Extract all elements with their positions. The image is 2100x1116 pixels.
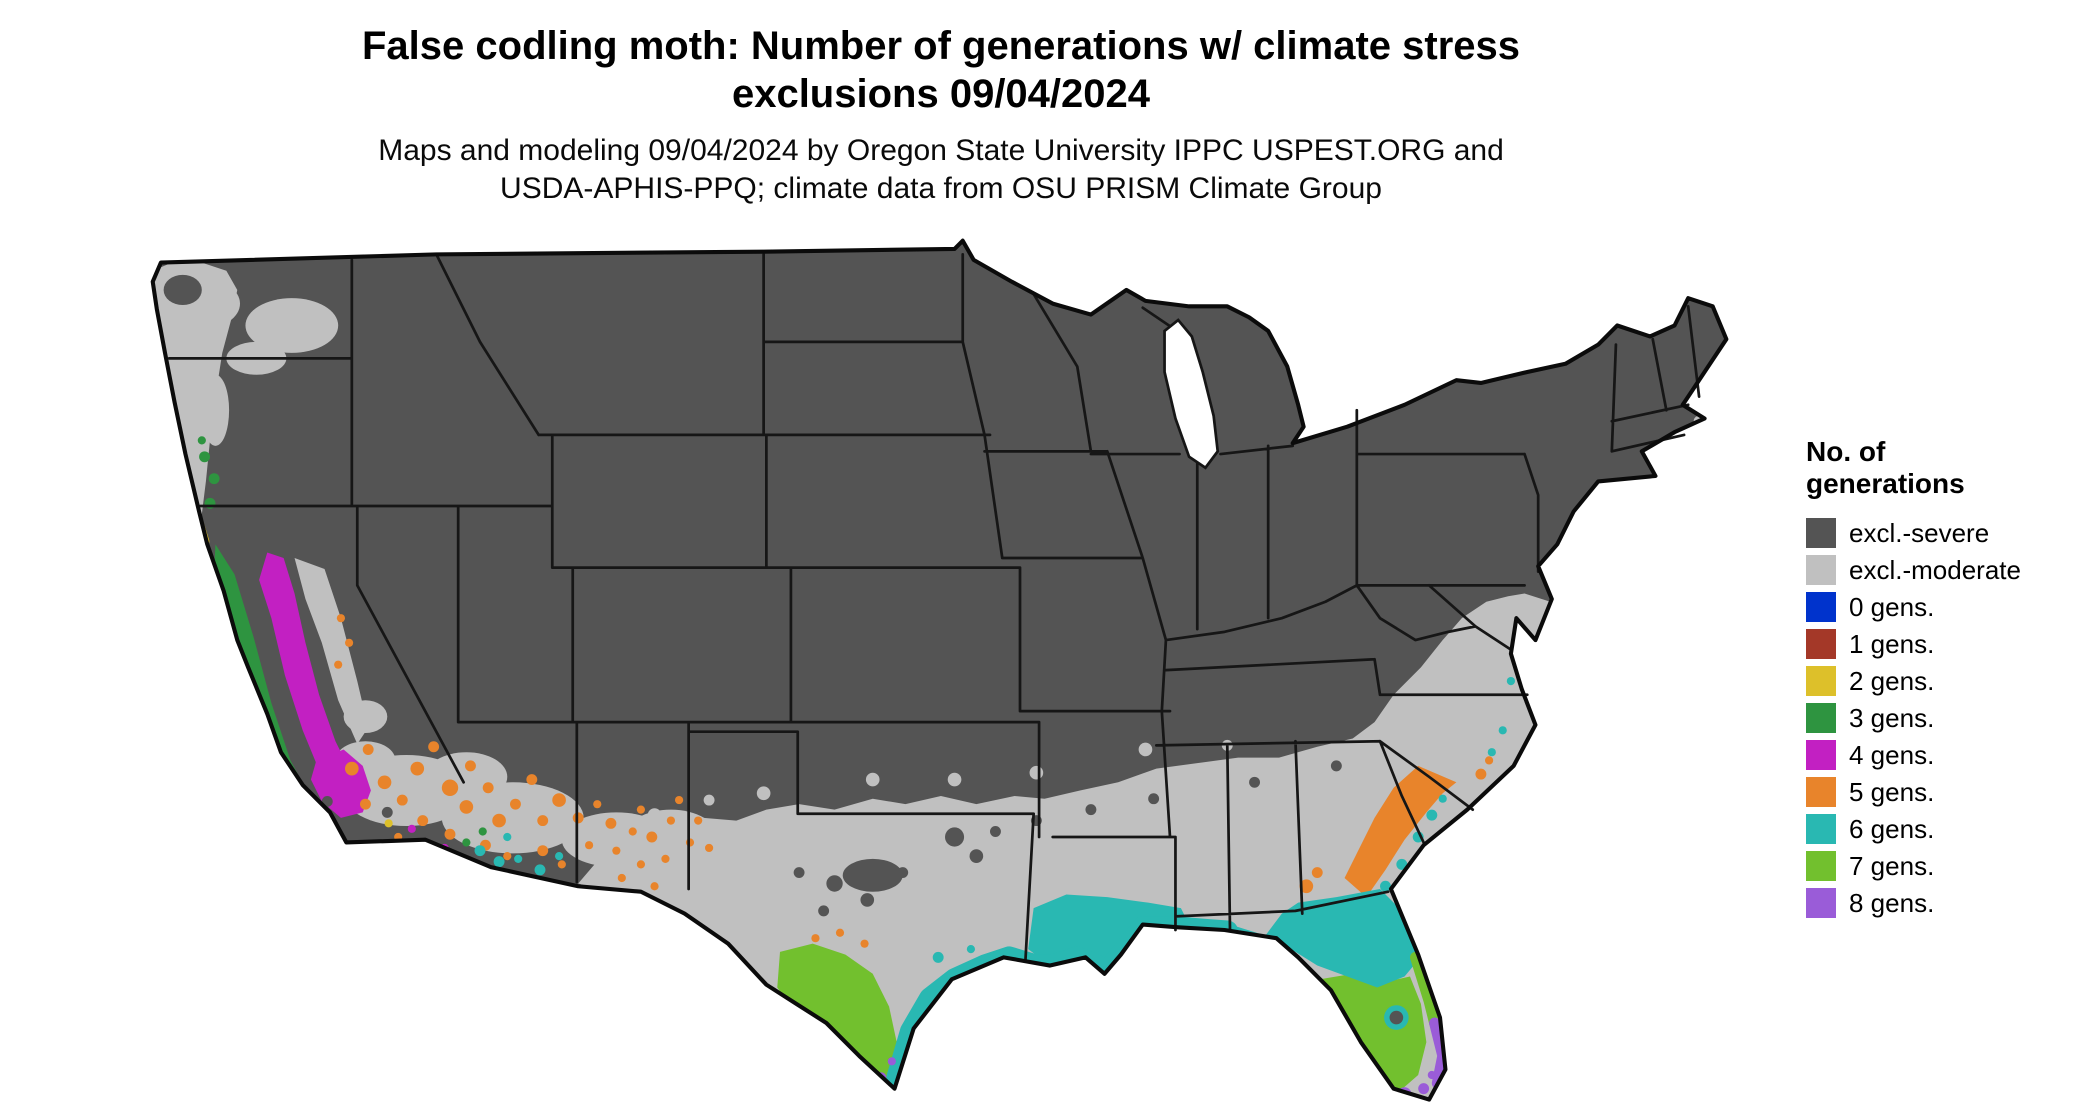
- legend-label: 7 gens.: [1849, 850, 1935, 881]
- map-layer-5gens: [334, 614, 1494, 948]
- state-borders: [167, 253, 1701, 962]
- map-strip-fl-east-7gens: [1409, 951, 1440, 1029]
- legend-title-line1: No. of: [1806, 436, 1886, 467]
- page-subtitle-line2: USDA-APHIS-PPQ; climate data from OSU PR…: [500, 172, 1382, 205]
- legend-item-8: 6 gens.: [1806, 810, 2098, 847]
- legend-label: 4 gens.: [1849, 739, 1935, 770]
- legend-swatch: [1806, 665, 1836, 696]
- legend-item-0: excl.-severe: [1806, 514, 2098, 551]
- legend-item-1: excl.-moderate: [1806, 551, 2098, 588]
- page-subtitle-line1: Maps and modeling 09/04/2024 by Oregon S…: [378, 134, 1504, 167]
- legend-label: excl.-moderate: [1849, 554, 2021, 585]
- legend-swatch: [1806, 776, 1836, 807]
- legend-title: No. of generations: [1806, 436, 2098, 500]
- legend-swatch: [1806, 554, 1836, 585]
- legend-item-10: 8 gens.: [1806, 884, 2098, 921]
- legend-swatch: [1806, 702, 1836, 733]
- legend-item-5: 3 gens.: [1806, 699, 2098, 736]
- legend-item-2: 0 gens.: [1806, 588, 2098, 625]
- map-layer-1gens: [160, 395, 173, 422]
- legend-label: 0 gens.: [1849, 591, 1935, 622]
- legend-item-3: 1 gens.: [1806, 625, 2098, 662]
- us-outline: [150, 238, 1729, 1102]
- legend-label: 3 gens.: [1849, 702, 1935, 733]
- legend-label: 6 gens.: [1849, 813, 1935, 844]
- legend-title-line2: generations: [1806, 468, 1965, 499]
- page-title: False codling moth: Number of generation…: [0, 22, 1882, 118]
- legend-swatch: [1806, 887, 1836, 918]
- legend-swatch: [1806, 591, 1836, 622]
- legend-swatch: [1806, 628, 1836, 659]
- legend-item-7: 5 gens.: [1806, 773, 2098, 810]
- map-layer-severe-speckles: [163, 274, 1342, 917]
- map-layer-7gens: [777, 943, 1427, 1095]
- lake-michigan: [1163, 318, 1220, 470]
- legend-swatch: [1806, 517, 1836, 548]
- map-legend: No. of generations excl.-severe excl.-mo…: [1806, 436, 2098, 921]
- legend-item-9: 7 gens.: [1806, 847, 2098, 884]
- legend-swatch: [1806, 813, 1836, 844]
- legend-label: 1 gens.: [1849, 628, 1935, 659]
- legend-label: excl.-severe: [1849, 517, 1990, 548]
- page-subtitle: Maps and modeling 09/04/2024 by Oregon S…: [0, 132, 1882, 208]
- legend-item-4: 2 gens.: [1806, 662, 2098, 699]
- legend-label: 8 gens.: [1849, 887, 1935, 918]
- legend-swatch: [1806, 850, 1836, 881]
- legend-swatch: [1806, 739, 1836, 770]
- legend-items: excl.-severe excl.-moderate 0 gens. 1 ge…: [1806, 514, 2098, 921]
- page-title-line2: exclusions 09/04/2024: [731, 72, 1151, 116]
- legend-label: 2 gens.: [1849, 665, 1935, 696]
- page-title-line1: False codling moth: Number of generation…: [361, 24, 1521, 68]
- legend-item-6: 4 gens.: [1806, 736, 2098, 773]
- legend-label: 5 gens.: [1849, 776, 1935, 807]
